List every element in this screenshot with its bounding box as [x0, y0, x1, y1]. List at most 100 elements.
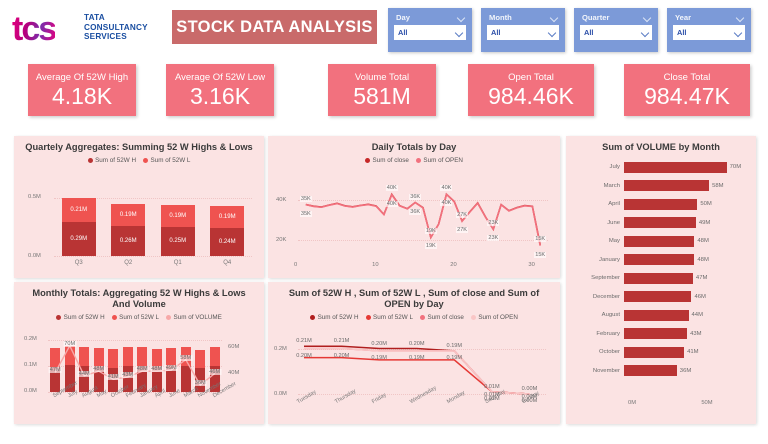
data-label: 0.00M — [521, 398, 538, 404]
kpi-card-average-of-52w-low[interactable]: Average Of 52W Low 3.16K — [166, 64, 274, 116]
bar-july[interactable] — [64, 345, 75, 392]
chevron-down-icon[interactable] — [551, 14, 558, 21]
slicer-quarter[interactable]: Quarter All — [574, 8, 658, 52]
bar-november[interactable] — [195, 349, 206, 392]
chart-monthly-totals[interactable]: Monthly Totals: Aggregating 52 W Highs &… — [14, 282, 264, 424]
kpi-card-open-total[interactable]: Open Total 984.46K — [468, 64, 594, 116]
chart-title: Monthly Totals: Aggregating 52 W Highs &… — [32, 288, 246, 309]
data-label: 0.20M — [296, 352, 312, 359]
legend-item[interactable]: Sum of 52W L — [365, 314, 413, 321]
legend-swatch — [111, 315, 117, 320]
legend-item[interactable]: Sum of close — [419, 314, 464, 321]
chevron-down-icon[interactable] — [737, 14, 744, 21]
legend-item[interactable]: Sum of OPEN — [470, 314, 518, 321]
bar-row-august[interactable]: August 44M — [572, 308, 750, 322]
bar-april[interactable] — [151, 348, 162, 392]
legend-label: Sum of close — [427, 314, 464, 321]
data-label: 0.00M — [521, 394, 538, 400]
bar-value-label: 48M — [697, 256, 709, 263]
slicer-dropdown[interactable]: All — [673, 25, 745, 40]
bar-row-december[interactable]: December 46M — [572, 290, 750, 304]
bar-Q3[interactable]: 0.21M 0.29M — [61, 198, 96, 256]
bar-february[interactable] — [122, 347, 133, 392]
slicer-dropdown[interactable]: All — [394, 25, 466, 40]
gridline — [48, 366, 222, 367]
data-label: 48M — [92, 366, 106, 373]
bar-june[interactable] — [166, 347, 177, 392]
legend-item[interactable]: Sum of 52W L — [111, 314, 159, 321]
bar-value-label: 0.25M — [169, 238, 187, 245]
slicer-header: Day — [394, 13, 466, 25]
bar-row-march[interactable]: March 58M — [572, 179, 750, 193]
slicer-year[interactable]: Year All — [667, 8, 751, 52]
legend-item[interactable]: Sum of close — [365, 157, 409, 164]
legend-item[interactable]: Sum of 52W L — [143, 157, 190, 164]
x-axis-tick: 20 — [450, 262, 457, 268]
slicer-dropdown[interactable]: All — [580, 25, 652, 40]
slicer-month[interactable]: Month All — [481, 8, 565, 52]
category-label: May — [608, 238, 620, 244]
legend-item[interactable]: Sum of 52W H — [87, 157, 136, 164]
chevron-down-icon[interactable] — [735, 29, 742, 36]
chevron-down-icon[interactable] — [458, 14, 465, 21]
bar-september[interactable] — [50, 347, 61, 392]
slicer-day[interactable]: Day All — [388, 8, 472, 52]
bar-row-january[interactable]: January 48M — [572, 253, 750, 267]
category-label: April — [608, 201, 620, 207]
bar-row-february[interactable]: February 43M — [572, 327, 750, 341]
tcs-logo: tcs TATA CONSULTANCY SERVICES — [12, 8, 172, 52]
bar-may[interactable] — [93, 348, 104, 392]
kpi-card-close-total[interactable]: Close Total 984.47K — [624, 64, 750, 116]
data-label: 0.19M — [446, 342, 463, 349]
bar-december[interactable] — [209, 347, 220, 392]
bar-value-label: 0.29M — [70, 236, 88, 243]
y-axis-tick: 20K — [276, 237, 287, 244]
chart-daily-totals[interactable]: Daily Totals by Day Sum of close Sum of O… — [268, 136, 560, 278]
kpi-card-volume-total[interactable]: Volume Total 581M — [328, 64, 436, 116]
legend-label: Sum of 52W H — [317, 314, 359, 321]
chart-volume-by-month[interactable]: Sum of VOLUME by Month July 70M March 58M Ap… — [566, 136, 756, 424]
bar-row-june[interactable]: June 49M — [572, 216, 750, 230]
data-label: 0.01M — [484, 383, 500, 390]
bar-row-september[interactable]: September 47M — [572, 271, 750, 285]
bar-row-october[interactable]: October 41M — [572, 345, 750, 359]
legend-item[interactable]: Sum of OPEN — [415, 157, 463, 164]
chart-legend: Sum of 52W H Sum of 52W L Sum of VOLUME — [14, 314, 264, 321]
kpi-card-average-of-52w-high[interactable]: Average Of 52W High 4.18K — [28, 64, 136, 116]
legend-item[interactable]: Sum of VOLUME — [166, 314, 222, 321]
line-series-group — [305, 192, 541, 246]
bar — [624, 365, 677, 376]
legend-item[interactable]: Sum of 52W H — [56, 314, 105, 321]
chevron-down-icon[interactable] — [644, 14, 651, 21]
bar-Q4[interactable]: 0.19M 0.24M — [210, 206, 245, 256]
bar-Q1[interactable]: 0.19M 0.25M — [160, 204, 195, 256]
bar-row-may[interactable]: May 48M — [572, 234, 750, 248]
chart-quarterly-aggregates[interactable]: Quartely Aggregates: Summing 52 W Highs … — [14, 136, 264, 278]
bar-january[interactable] — [137, 346, 148, 393]
data-label: 23K — [487, 220, 500, 227]
legend-label: Sum of 52W H — [63, 314, 105, 321]
legend-swatch — [56, 315, 62, 320]
bar-august[interactable] — [79, 346, 90, 392]
bar-value-label: 43M — [690, 330, 702, 337]
slicer-dropdown[interactable]: All — [487, 25, 559, 40]
gridline — [48, 392, 222, 393]
bar — [624, 254, 695, 265]
bar-Q2[interactable]: 0.19M 0.26M — [111, 203, 146, 256]
chart-weekday-totals[interactable]: Sum of 52W H , Sum of 52W L , Sum of clo… — [268, 282, 560, 424]
bar-segment: 0.26M — [111, 225, 146, 256]
legend-label: Sum of close — [372, 157, 409, 164]
bar-segment — [108, 349, 119, 368]
chevron-down-icon[interactable] — [456, 29, 463, 36]
bar-value-label: 48M — [697, 238, 709, 244]
bar-row-july[interactable]: July 70M — [572, 160, 750, 174]
bar-row-november[interactable]: November 36M — [572, 364, 750, 378]
bar-value-label: 44M — [691, 312, 703, 318]
bar-value-label: 46M — [694, 293, 706, 300]
bar-row-april[interactable]: April 50M — [572, 197, 750, 211]
chevron-down-icon[interactable] — [549, 29, 556, 36]
legend-item[interactable]: Sum of 52W H — [310, 314, 359, 321]
slicer-value: All — [584, 28, 594, 37]
chevron-down-icon[interactable] — [642, 29, 649, 36]
data-label: 35K — [299, 210, 312, 217]
